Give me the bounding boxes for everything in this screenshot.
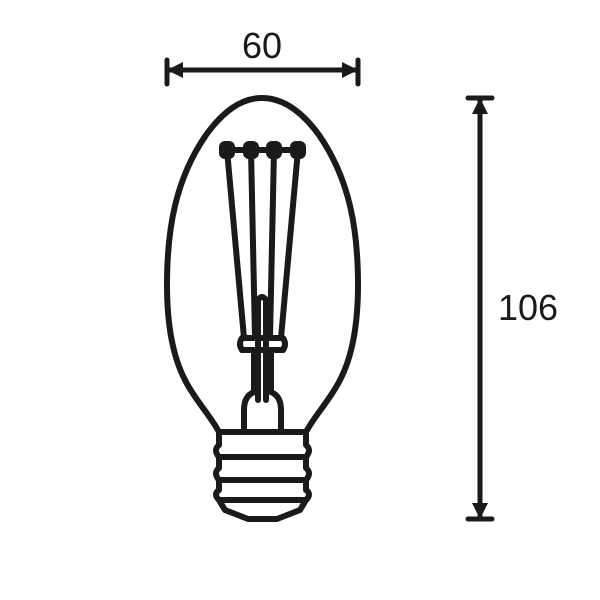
dimension-height: 106 [468,98,558,519]
dimension-height-label: 106 [498,287,558,328]
bulb-dimension-drawing: 60 106 [0,0,600,600]
bulb-internals [222,144,303,432]
dimension-width: 60 [167,25,358,84]
screw-base [216,432,309,519]
dimension-width-label: 60 [242,25,282,66]
